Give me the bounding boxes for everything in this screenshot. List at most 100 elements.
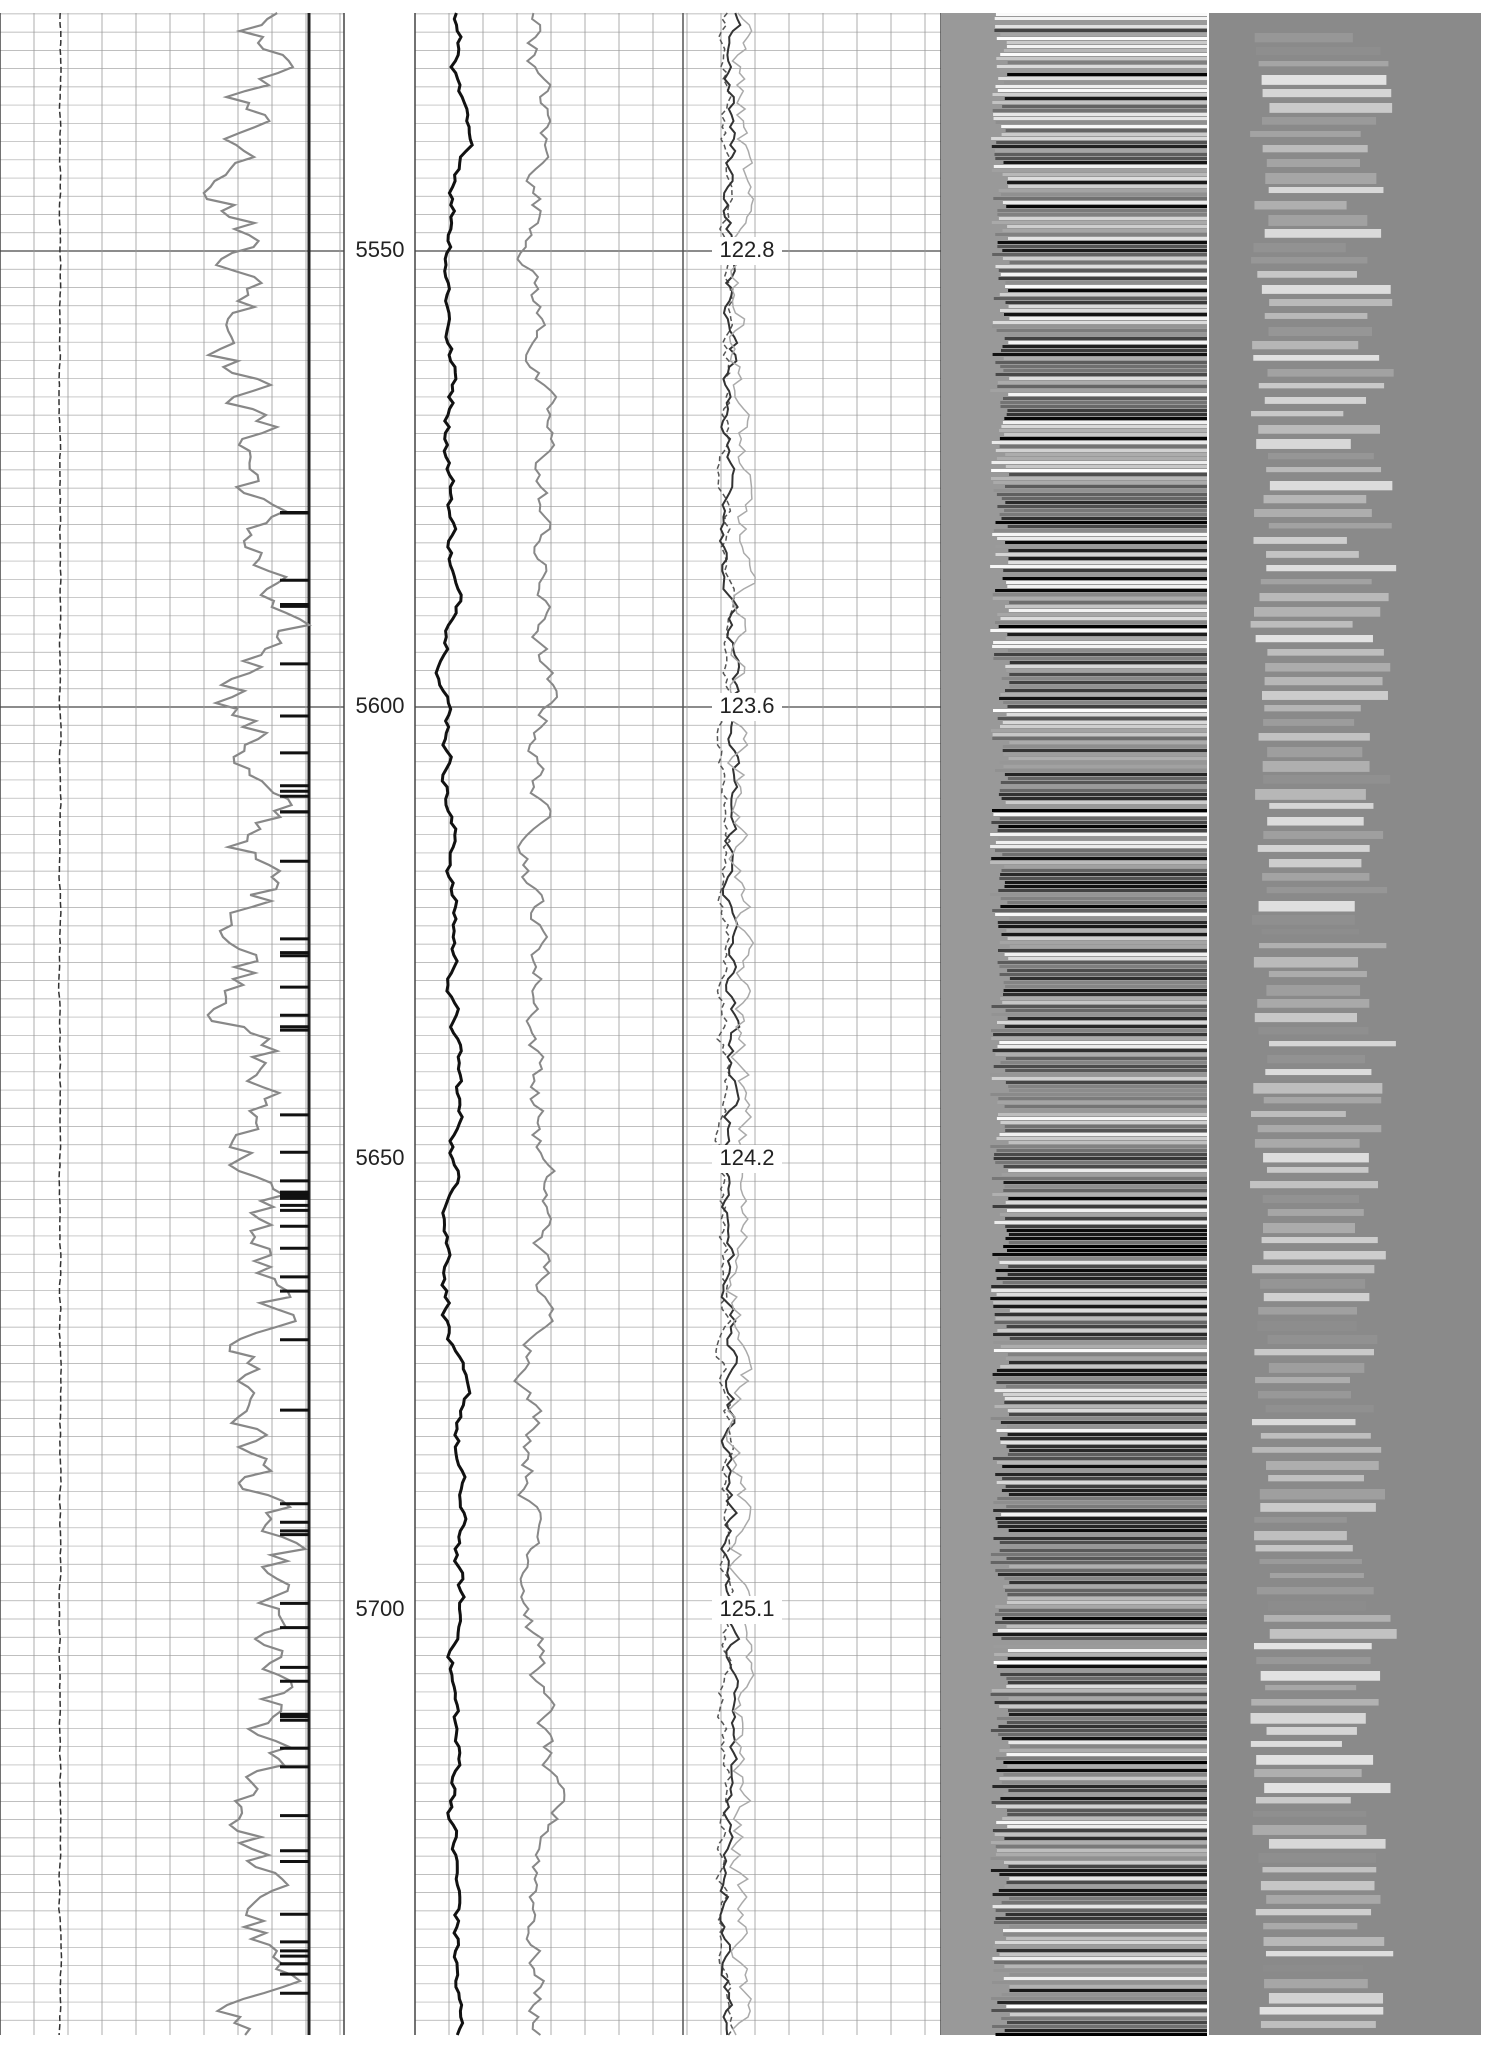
image-band [1265, 1951, 1394, 1957]
image-stripe [1007, 333, 1207, 336]
image-stripe [995, 521, 1207, 524]
image-stripe [1005, 689, 1207, 692]
image-band [1254, 33, 1353, 43]
image-stripe [996, 1849, 1207, 1852]
image-stripe [990, 565, 1207, 568]
image-stripe [1004, 417, 1207, 420]
image-stripe [995, 1053, 1207, 1056]
image-band [1266, 551, 1359, 558]
image-stripe [995, 1845, 1207, 1848]
image-stripe [1000, 365, 1207, 368]
image-stripe [1002, 1617, 1207, 1620]
image-band [1250, 621, 1353, 628]
image-stripe [1009, 681, 1207, 684]
image-stripe [999, 817, 1207, 820]
image-stripe [993, 1033, 1207, 1036]
image-band [1264, 1979, 1368, 1989]
image-stripe [995, 1757, 1207, 1760]
image-band [1267, 1055, 1365, 1064]
image-band [1259, 2007, 1384, 2015]
image-stripe [1005, 501, 1207, 504]
image-stripe [1002, 345, 1207, 348]
image-stripe [996, 1717, 1207, 1720]
log-curve [513, 12, 566, 2036]
image-stripe [1002, 257, 1207, 260]
image-band [1266, 1895, 1381, 1904]
image-stripe [1009, 2013, 1207, 2016]
image-stripe [1001, 425, 1207, 428]
image-stripe [995, 361, 1207, 364]
image-stripe [1009, 741, 1207, 744]
image-band [1267, 369, 1394, 377]
image-stripe [996, 1429, 1207, 1432]
image-band [1260, 579, 1372, 585]
image-stripe [1001, 1993, 1207, 1996]
image-stripe [1003, 161, 1207, 164]
image-stripe [1007, 1545, 1207, 1548]
image-stripe [996, 1369, 1207, 1372]
image-band [1267, 1209, 1364, 1216]
image-band [1258, 425, 1381, 434]
image-stripe [993, 113, 1207, 116]
log-curve [57, 12, 63, 2036]
image-stripe [1001, 133, 1207, 136]
image-band [1258, 1307, 1358, 1315]
image-stripe [994, 1405, 1207, 1408]
image-stripe [992, 909, 1207, 912]
image-stripe [1006, 1721, 1207, 1724]
image-stripe [995, 85, 1207, 88]
image-band [1258, 383, 1385, 389]
image-stripe [998, 625, 1207, 628]
image-stripe [1001, 517, 1207, 520]
image-band [1253, 957, 1359, 968]
annotation-box [712, 1596, 782, 1624]
image-stripe [1001, 1513, 1207, 1516]
image-stripe [1002, 577, 1207, 580]
image-stripe [1003, 701, 1207, 704]
image-stripe [1002, 201, 1207, 204]
image-stripe [1005, 1225, 1207, 1228]
image-stripe [1003, 1977, 1207, 1980]
image-band [1253, 537, 1347, 544]
image-stripe [994, 153, 1207, 156]
image-stripe [996, 457, 1207, 460]
image-band [1268, 1363, 1365, 1373]
image-stripe [1004, 773, 1207, 776]
image-stripe [995, 13, 1207, 16]
image-stripe [992, 353, 1207, 356]
depth-label: 5650 [356, 1145, 405, 1170]
image-stripe [1004, 1125, 1207, 1128]
image-stripe [1007, 225, 1207, 228]
image-stripe [1004, 881, 1207, 884]
image-stripe [1009, 1309, 1207, 1312]
image-stripe [991, 1997, 1207, 2000]
image-stripe [992, 733, 1207, 736]
image-band [1260, 1279, 1366, 1289]
image-stripe [1002, 1477, 1207, 1480]
image-band [1263, 1937, 1385, 1946]
image-stripe [1007, 937, 1207, 940]
image-stripe [1009, 1745, 1207, 1748]
image-stripe [1003, 1189, 1207, 1192]
image-stripe [1009, 1581, 1207, 1584]
image-stripe [1009, 1565, 1207, 1568]
image-stripe [995, 1569, 1207, 1572]
image-stripe [1008, 557, 1207, 560]
image-stripe [993, 1333, 1207, 1336]
image-stripe [1006, 1445, 1207, 1448]
image-band [1269, 103, 1393, 113]
image-stripe [1007, 181, 1207, 184]
image-stripe [992, 533, 1207, 536]
image-band [1258, 61, 1389, 67]
image-band [1265, 173, 1377, 184]
image-band [1251, 411, 1344, 417]
image-stripe [995, 1161, 1207, 1164]
image-stripe [990, 629, 1207, 632]
image-stripe [991, 1285, 1207, 1288]
image-stripe [1008, 1233, 1207, 1236]
image-stripe [990, 1073, 1207, 1076]
image-stripe [997, 537, 1207, 540]
image-stripe [997, 1045, 1207, 1048]
image-stripe [1000, 873, 1207, 876]
image-stripe [993, 197, 1207, 200]
